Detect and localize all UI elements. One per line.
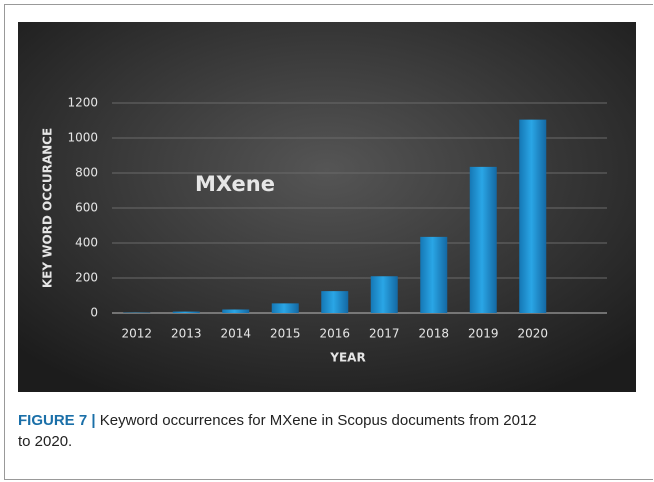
bar [222,309,250,313]
x-tick-label: 2015 [270,327,301,341]
y-tick-label: 200 [75,271,98,285]
figure-frame [4,4,653,480]
x-tick-label: 2014 [220,327,251,341]
bar [321,291,349,313]
chart: MXene YEAR KEY WORD OCCURANCE 0 200 400 600… [18,22,636,392]
bar [172,311,200,313]
caption-label: FIGURE 7 | [18,412,96,429]
x-tick-label: 2017 [369,327,400,341]
bar [271,303,299,313]
bar [519,119,547,313]
bar [469,166,497,313]
x-tick-label: 2020 [517,327,548,341]
caption-text: Keyword occurrences for MXene in Scopus … [18,412,537,450]
y-tick-label: 600 [75,201,98,215]
x-tick-label: 2012 [121,327,152,341]
bar [420,236,448,313]
y-tick-label: 0 [90,306,98,320]
caption: FIGURE 7 | Keyword occurrences for MXene… [18,410,538,452]
y-tick-label: 1000 [67,131,98,145]
y-tick-label: 1200 [67,96,98,110]
x-tick-label: 2016 [319,327,350,341]
y-axis-label: KEY WORD OCCURANCE [41,128,55,288]
y-tick-label: 800 [75,166,98,180]
annotation: MXene [195,172,275,196]
x-tick-label: 2013 [171,327,202,341]
bar [370,276,398,313]
x-tick-label: 2018 [418,327,449,341]
x-tick-label: 2019 [468,327,499,341]
y-tick-label: 400 [75,236,98,250]
x-axis-label: YEAR [329,351,365,365]
